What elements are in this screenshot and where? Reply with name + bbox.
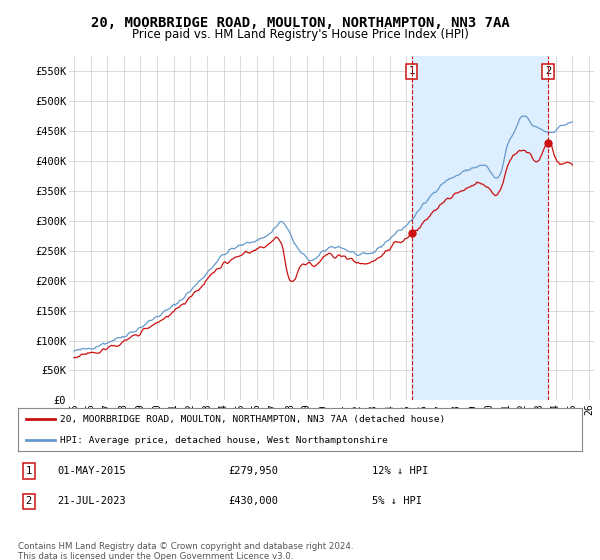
Bar (412, 56, 548, 400)
Text: 2: 2 (545, 67, 551, 77)
Text: 21-JUL-2023: 21-JUL-2023 (57, 497, 126, 506)
Text: £430,000: £430,000 (228, 497, 278, 506)
Text: £279,950: £279,950 (228, 466, 278, 475)
Text: 2: 2 (26, 497, 32, 506)
Text: 5% ↓ HPI: 5% ↓ HPI (372, 497, 422, 506)
Text: 01-MAY-2015: 01-MAY-2015 (57, 466, 126, 475)
Text: 20, MOORBRIDGE ROAD, MOULTON, NORTHAMPTON, NN3 7AA: 20, MOORBRIDGE ROAD, MOULTON, NORTHAMPTO… (91, 16, 509, 30)
Text: 1: 1 (26, 466, 32, 475)
Text: Price paid vs. HM Land Registry's House Price Index (HPI): Price paid vs. HM Land Registry's House … (131, 28, 469, 41)
Text: 12% ↓ HPI: 12% ↓ HPI (372, 466, 428, 475)
Text: 1: 1 (409, 67, 415, 77)
Text: Contains HM Land Registry data © Crown copyright and database right 2024.
This d: Contains HM Land Registry data © Crown c… (18, 542, 353, 560)
Text: HPI: Average price, detached house, West Northamptonshire: HPI: Average price, detached house, West… (60, 436, 388, 445)
Text: 20, MOORBRIDGE ROAD, MOULTON, NORTHAMPTON, NN3 7AA (detached house): 20, MOORBRIDGE ROAD, MOULTON, NORTHAMPTO… (60, 415, 446, 424)
